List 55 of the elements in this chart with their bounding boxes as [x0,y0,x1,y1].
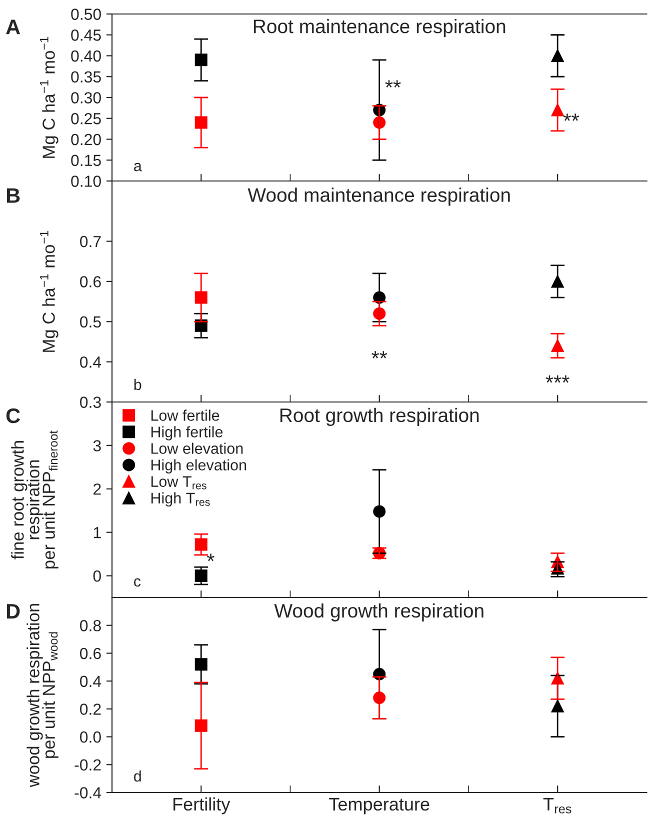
annotation: d [134,770,141,782]
text: A [6,20,20,34]
chart-title: Wood growth respiration [274,603,484,622]
annotation: * [207,554,214,562]
legend-label: Low elevation [151,442,243,454]
y-tick-label: 3 [93,440,101,452]
y-axis-title: wood growth respiration per unit NPP$_{wood}$ [26,604,58,788]
y-tick-label: 0.40 [71,50,101,62]
legend-label: Low fertile [151,410,220,421]
y-tick-label: 1 [94,527,101,538]
y-tick-label: 0.30 [71,92,101,104]
chart-title: Root maintenance respiration [254,19,506,38]
text: C [6,408,20,424]
x-tick-label: Fertility [174,797,230,814]
y-tick-label: 0.7 [80,236,101,248]
x-tick-label: T$_{res}$ [543,798,572,814]
y-tick-label: 0.20 [71,134,101,146]
text: B [6,188,20,203]
y-tick-label: 0.35 [71,71,101,83]
y-tick-label: 0 [93,570,101,582]
y-tick-label: 0.5 [80,316,101,328]
y-tick-label: -0.4 [74,787,102,798]
y-tick-label: 0.15 [71,154,101,166]
annotation: ** [372,351,388,358]
x-tick-label: Temperature [329,798,430,814]
y-tick-label: 0.4 [80,356,102,368]
annotation: a [134,162,142,172]
annotation: c [134,578,141,587]
annotation: *** [546,375,570,383]
y-tick-label: 0.6 [80,276,101,288]
annotation: b [134,378,142,390]
y-axis-title: fine root growth respiration per unit NPP$_{fineroot}$ [11,430,58,568]
y-tick-label: -0.2 [74,759,101,771]
y-tick-label: 0.4 [80,676,102,688]
y-axis-title: Mg C ha$^{−1}$ mo$^{−1}$ [40,36,58,158]
y-tick-label: 0.10 [71,176,101,187]
y-tick-label: 0.45 [71,30,101,41]
chart-title: Root growth respiration [280,408,479,426]
y-tick-label: 0.6 [80,648,101,660]
legend-label: Low T$_{res}$ [151,476,206,490]
y-tick-label: 0.2 [80,704,101,715]
legend-label: High fertile [151,426,223,440]
y-tick-label: 0.25 [71,113,101,124]
y-tick-label: 0.50 [71,8,101,20]
y-tick-label: 0.8 [80,620,101,632]
text: D [6,604,20,618]
y-tick-label: 0.3 [80,396,101,408]
y-axis-title: Mg C ha$^{−1}$ mo$^{−1}$ [40,230,58,352]
annotation: ** [563,114,580,121]
legend-label: High elevation [151,459,246,474]
annotation: ** [385,80,401,88]
chart-title: Wood maintenance respiration [248,188,510,206]
legend-label: High T$_{res}$ [151,492,210,507]
y-tick-label: 0.0 [80,731,101,743]
y-tick-label: 2 [94,484,101,495]
